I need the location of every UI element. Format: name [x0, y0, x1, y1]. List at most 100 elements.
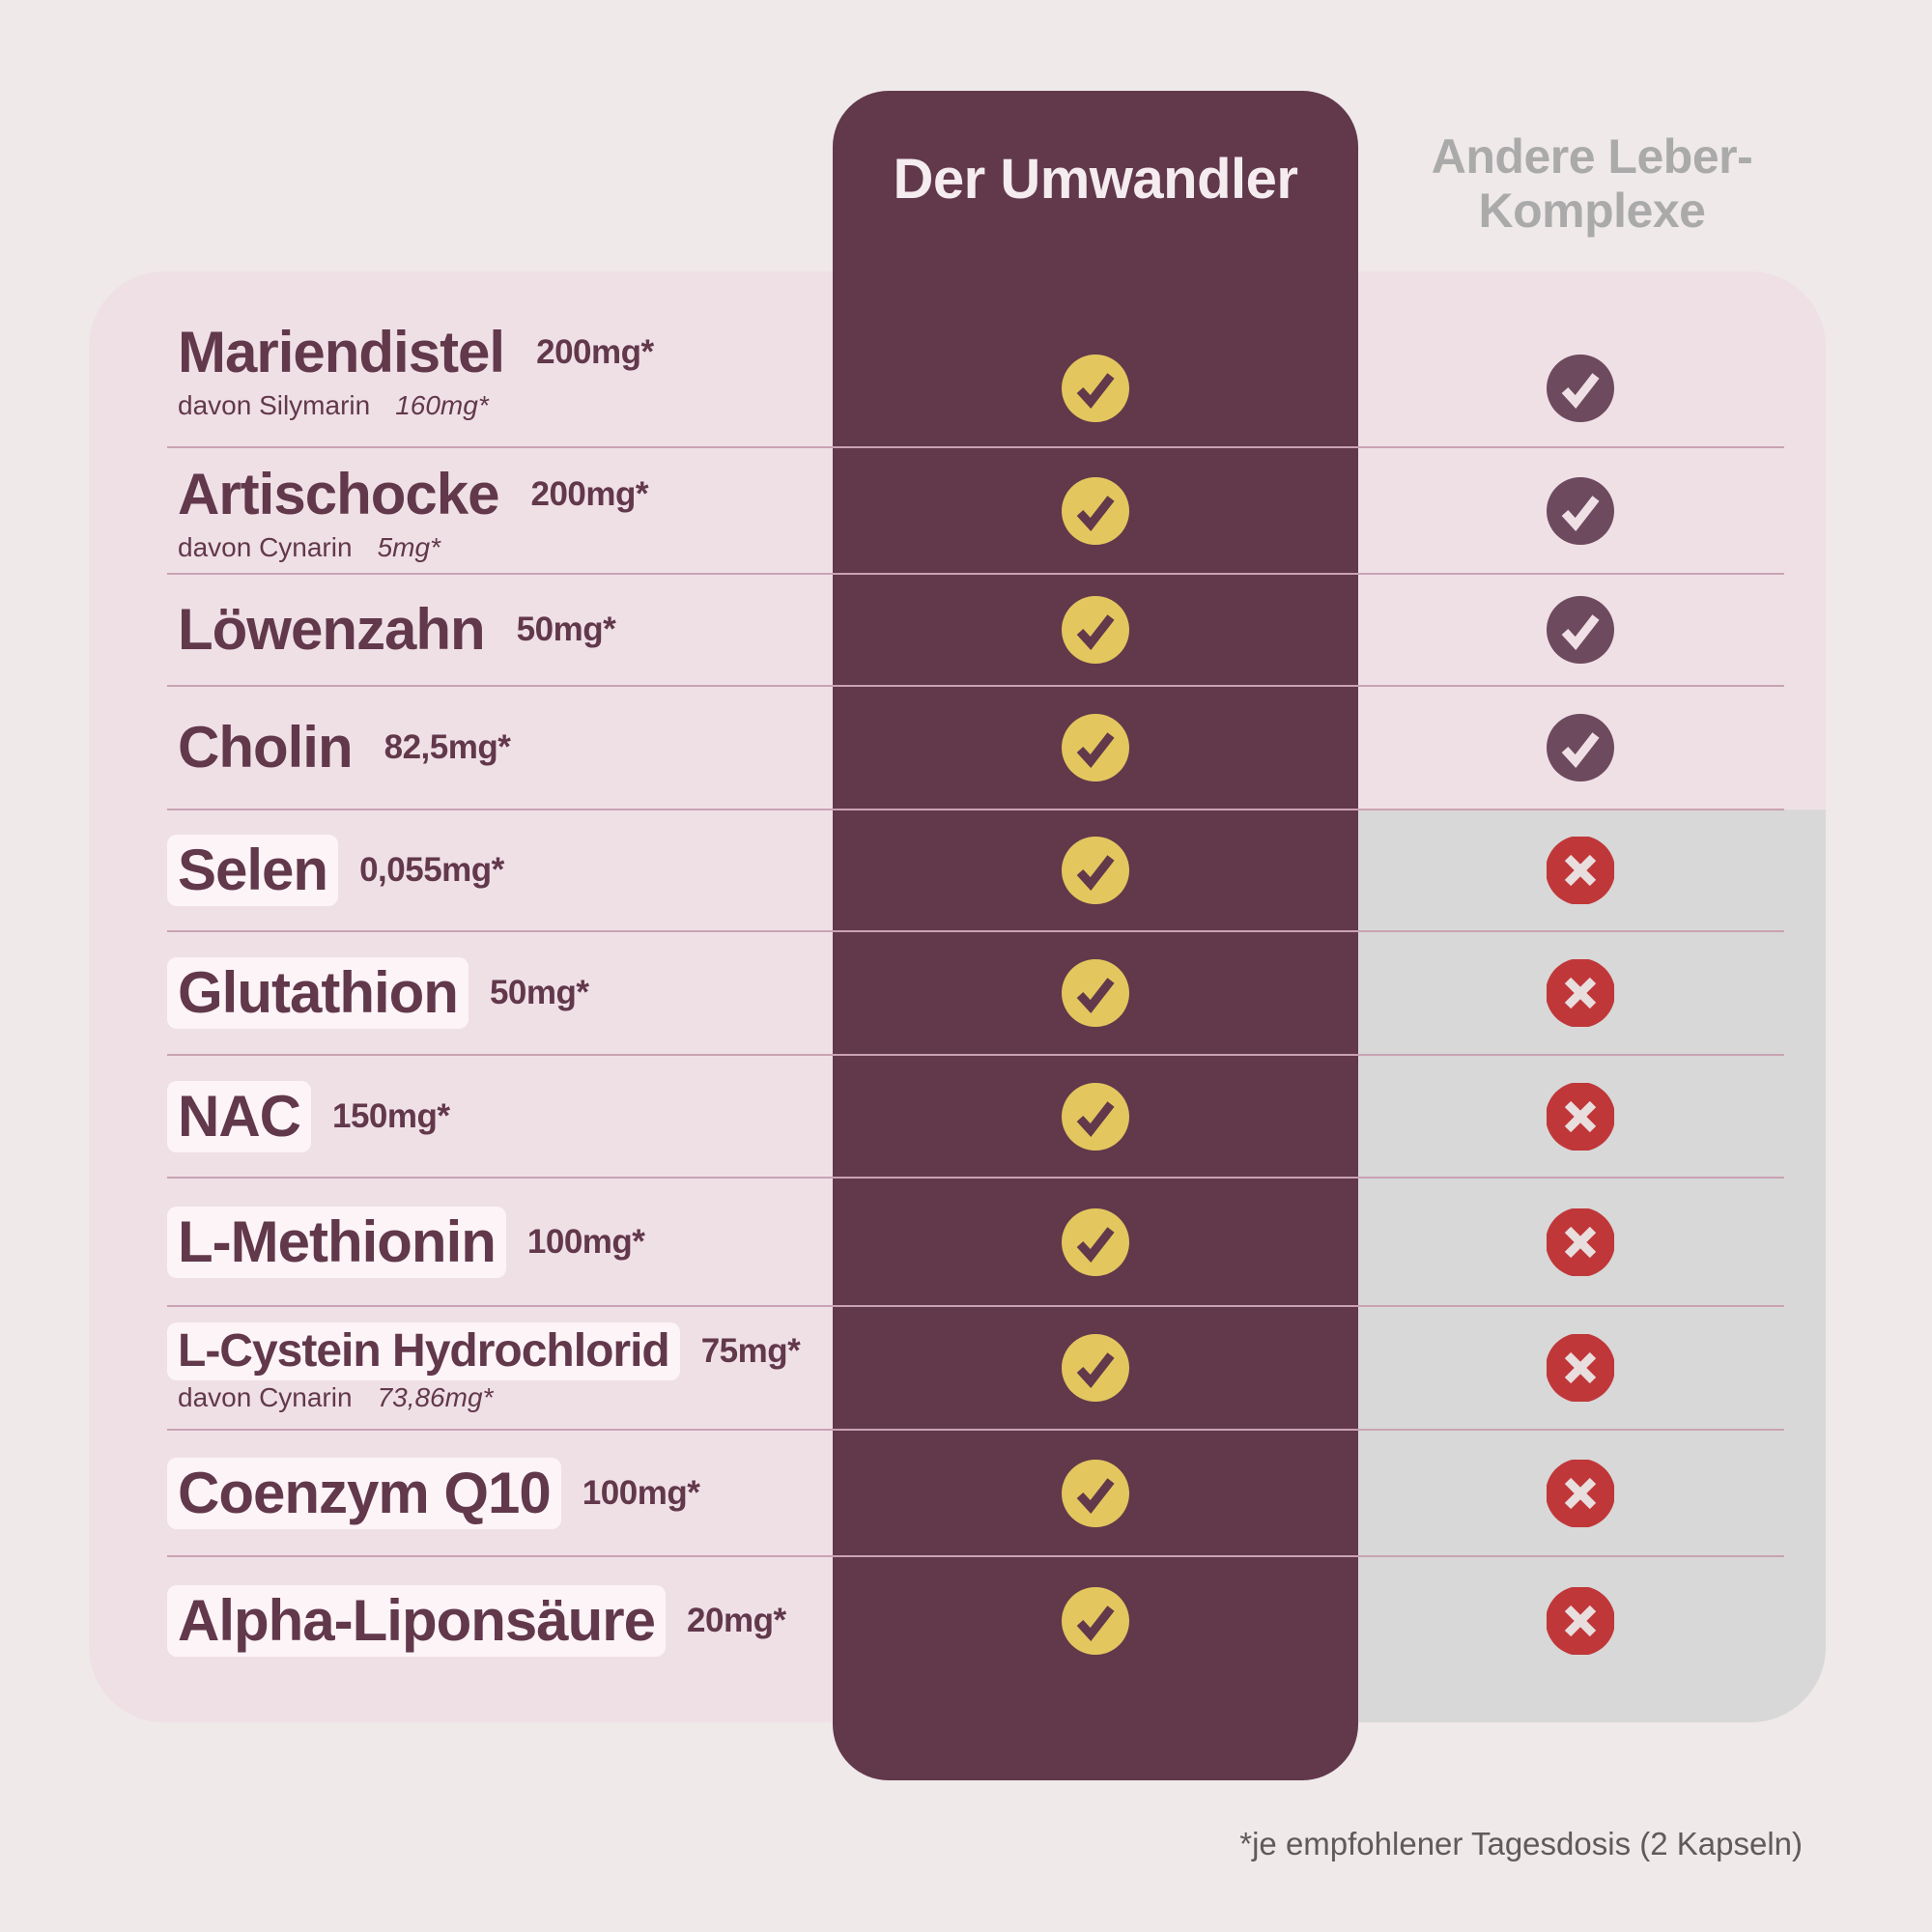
ingredient-name: Artischocke: [178, 461, 499, 526]
ingredient-label: Glutathion 50mg*: [167, 931, 589, 1055]
ingredient-name: Coenzym Q10: [167, 1457, 561, 1529]
ingredient-sub: davon Silymarin 160mg*: [178, 390, 654, 421]
row-divider: [167, 573, 1784, 575]
ingredient-dose: 0,055mg*: [359, 851, 504, 889]
table-row: Löwenzahn 50mg*: [0, 574, 1932, 687]
table-row: Selen 0,055mg*: [0, 810, 1932, 932]
cross-icon: [1547, 1334, 1614, 1402]
ingredient-sub: davon Cynarin 73,86mg*: [178, 1382, 800, 1413]
row-divider: [167, 1555, 1784, 1557]
cross-icon: [1547, 1459, 1614, 1527]
ingredient-line: Cholin 82,5mg*: [167, 712, 511, 783]
cross-icon: [1547, 837, 1614, 904]
competitor-column-title: Andere Leber- Komplexe: [1358, 129, 1826, 238]
ingredient-dose: 50mg*: [516, 611, 616, 648]
footnote: *je empfohlener Tagesdosis (2 Kapseln): [1239, 1826, 1803, 1861]
check-icon: [1062, 837, 1129, 904]
sub-label: davon Cynarin: [178, 1382, 353, 1412]
check-icon: [1062, 1587, 1129, 1655]
sub-dose: 73,86mg*: [377, 1382, 494, 1412]
ingredient-label: Coenzym Q10 100mg*: [167, 1430, 700, 1556]
ingredient-name: Alpha-Liponsäure: [167, 1585, 667, 1657]
row-divider: [167, 930, 1784, 932]
check-icon: [1062, 959, 1129, 1027]
ingredient-label: Löwenzahn 50mg*: [167, 574, 616, 686]
check-icon: [1062, 1334, 1129, 1402]
table-row: Alpha-Liponsäure 20mg*: [0, 1556, 1932, 1686]
ingredient-line: Selen 0,055mg*: [167, 835, 504, 906]
ingredient-dose: 100mg*: [526, 1222, 645, 1261]
ingredient-dose: 20mg*: [687, 1602, 786, 1639]
ingredient-name: Löwenzahn: [178, 597, 486, 662]
ingredient-line: Coenzym Q10 100mg*: [167, 1457, 700, 1529]
ingredient-label: L-Cystein Hydrochlorid 75mg* davon Cynar…: [167, 1306, 801, 1430]
ingredient-line: L-Methionin 100mg*: [167, 1206, 645, 1278]
ingredient-sub: davon Cynarin 5mg*: [178, 532, 648, 563]
ingredient-name: Glutathion: [167, 957, 469, 1029]
ingredient-dose: 150mg*: [332, 1096, 450, 1135]
ingredient-label: NAC 150mg*: [167, 1055, 450, 1178]
ingredient-name: Cholin: [178, 715, 354, 780]
ingredient-line: Mariendistel 200mg*: [167, 317, 654, 388]
row-divider: [167, 1305, 1784, 1307]
table-row: Artischocke 200mg* davon Cynarin 5mg*: [0, 447, 1932, 575]
row-divider: [167, 809, 1784, 810]
ingredient-label: L-Methionin 100mg*: [167, 1178, 645, 1306]
table-row: NAC 150mg*: [0, 1055, 1932, 1179]
sub-label: davon Silymarin: [178, 389, 371, 420]
check-icon: [1547, 596, 1614, 664]
check-icon: [1062, 1082, 1129, 1151]
check-icon: [1062, 1208, 1129, 1276]
table-row: Glutathion 50mg*: [0, 931, 1932, 1056]
row-divider: [167, 446, 1784, 448]
ingredient-dose: 200mg*: [536, 332, 654, 371]
cross-icon: [1547, 1082, 1614, 1151]
ingredient-dose: 100mg*: [582, 1473, 700, 1512]
ingredient-name: Selen: [167, 835, 339, 906]
table-row: L-Methionin 100mg*: [0, 1178, 1932, 1307]
ingredient-label: Artischocke 200mg* davon Cynarin 5mg*: [167, 447, 649, 574]
ingredient-label: Alpha-Liponsäure 20mg*: [167, 1556, 786, 1686]
ingredient-name: L-Cystein Hydrochlorid: [167, 1322, 680, 1380]
cross-icon: [1547, 1587, 1614, 1655]
ingredient-dose: 75mg*: [700, 1332, 801, 1370]
sub-dose: 5mg*: [377, 531, 440, 562]
check-icon: [1547, 714, 1614, 781]
cross-icon: [1547, 1208, 1614, 1276]
sub-dose: 160mg*: [395, 389, 489, 420]
ingredient-dose: 200mg*: [530, 474, 649, 513]
check-icon: [1062, 1459, 1129, 1527]
cross-icon: [1547, 959, 1614, 1027]
ingredient-line: Alpha-Liponsäure 20mg*: [167, 1585, 786, 1657]
ingredient-line: NAC 150mg*: [167, 1080, 450, 1152]
check-icon: [1547, 354, 1614, 422]
check-icon: [1062, 596, 1129, 664]
ingredient-line: Artischocke 200mg*: [167, 459, 649, 530]
ingredient-dose: 50mg*: [489, 974, 589, 1011]
ingredient-line: Glutathion 50mg*: [167, 957, 589, 1029]
table-row: Cholin 82,5mg*: [0, 686, 1932, 810]
table-row: Coenzym Q10 100mg*: [0, 1430, 1932, 1557]
check-icon: [1062, 476, 1129, 545]
row-divider: [167, 1177, 1784, 1179]
ingredient-name: NAC: [167, 1080, 311, 1152]
row-divider: [167, 685, 1784, 687]
competitor-title-line1: Andere Leber-: [1431, 129, 1753, 184]
check-icon: [1547, 476, 1614, 545]
ingredient-label: Mariendistel 200mg* davon Silymarin 160mg…: [167, 290, 654, 447]
row-divider: [167, 1429, 1784, 1431]
check-icon: [1062, 714, 1129, 781]
ingredient-name: L-Methionin: [167, 1206, 506, 1278]
check-icon: [1062, 354, 1129, 422]
ingredient-line: L-Cystein Hydrochlorid 75mg*: [167, 1322, 801, 1380]
ingredient-label: Cholin 82,5mg*: [167, 686, 511, 810]
table-row: Mariendistel 200mg* davon Silymarin 160mg…: [0, 290, 1932, 448]
ingredient-dose: 82,5mg*: [384, 728, 511, 766]
ingredient-name: Mariendistel: [178, 319, 505, 384]
ingredient-line: Löwenzahn 50mg*: [167, 594, 616, 666]
product-column-title: Der Umwandler: [893, 148, 1298, 211]
table-row: L-Cystein Hydrochlorid 75mg* davon Cynar…: [0, 1306, 1932, 1431]
competitor-title-line2: Komplexe: [1478, 184, 1706, 238]
sub-label: davon Cynarin: [178, 531, 353, 562]
ingredient-label: Selen 0,055mg*: [167, 810, 504, 931]
